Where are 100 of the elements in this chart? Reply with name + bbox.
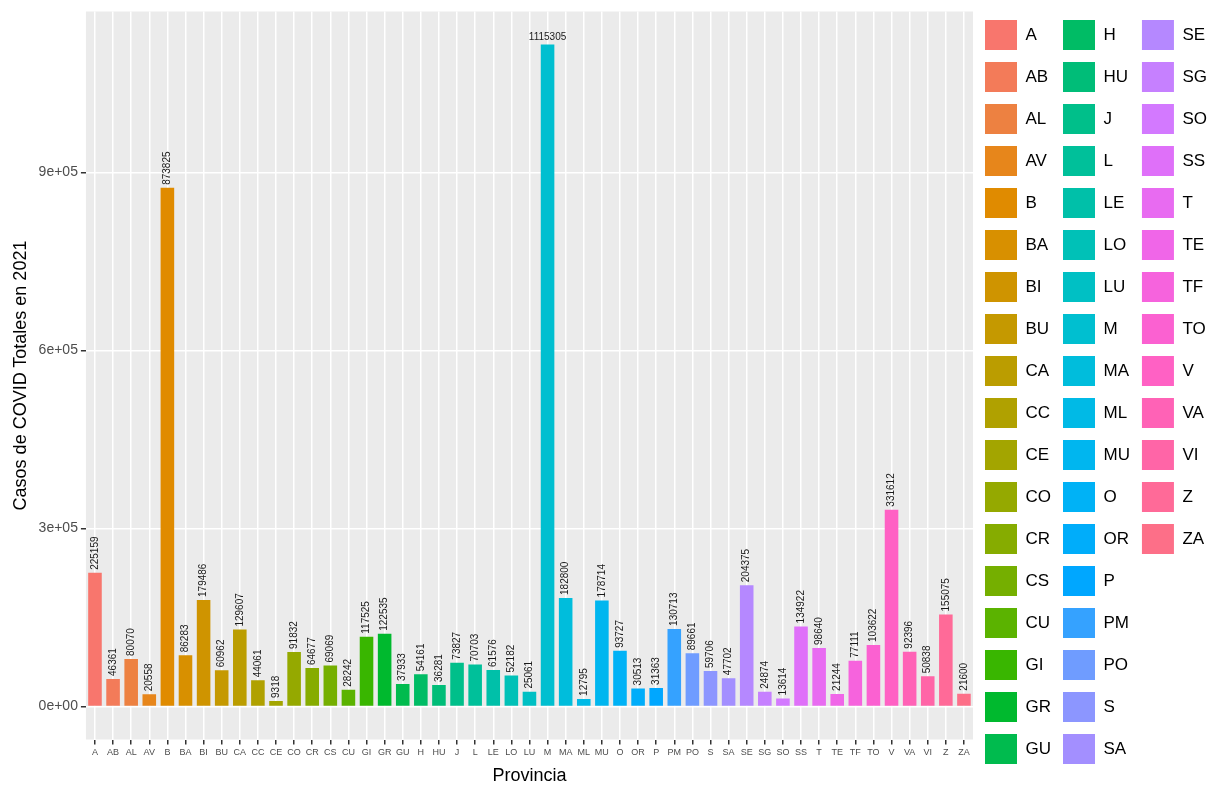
legend-label: PO: [1103, 654, 1129, 674]
x-tick-label: S: [707, 747, 714, 758]
x-tick-label: AV: [143, 747, 155, 758]
x-tick-label: L: [472, 747, 478, 758]
legend-label: P: [1103, 570, 1115, 590]
x-tick-label: LE: [487, 747, 499, 758]
data-label: 9318: [269, 675, 281, 698]
data-label: 13614: [776, 667, 788, 696]
data-label: 21600: [957, 662, 969, 691]
x-tick-label: GU: [395, 747, 410, 758]
x-tick-label: SO: [776, 747, 790, 758]
y-axis-title: Casos de COVID Totales en 2021: [9, 240, 30, 511]
x-tick-label: PO: [685, 747, 699, 758]
x-tick-label: T: [816, 747, 823, 758]
x-tick-label: H: [417, 747, 425, 758]
x-tick-label: VA: [903, 747, 916, 758]
data-label: 155075: [939, 577, 951, 612]
x-tick-label: Z: [943, 747, 950, 758]
x-tick-label: O: [616, 747, 624, 758]
legend-label: SO: [1182, 108, 1207, 128]
data-label: 50838: [921, 645, 933, 674]
legend-label: B: [1025, 192, 1037, 212]
x-tick-label: P: [653, 747, 660, 758]
y-tick-label: 6e+05: [38, 341, 79, 358]
legend-label: GI: [1025, 654, 1044, 674]
legend-label: M: [1103, 318, 1118, 338]
x-tick-label: TE: [831, 747, 843, 758]
data-label: 30513: [631, 657, 643, 686]
legend-label: MU: [1103, 444, 1130, 464]
data-label: 60962: [215, 639, 227, 668]
data-label: 69069: [324, 634, 336, 663]
legend-label: BU: [1025, 318, 1050, 338]
data-label: 12795: [577, 667, 589, 696]
data-label: 20558: [143, 663, 155, 692]
legend-label: MA: [1103, 360, 1130, 380]
data-label: 117525: [360, 600, 372, 634]
data-label: 59706: [704, 639, 716, 669]
legend-label: CU: [1025, 612, 1051, 632]
legend-label: BA: [1025, 234, 1049, 254]
legend-label: V: [1182, 360, 1195, 380]
legend-label: CC: [1025, 402, 1051, 422]
legend-label: LO: [1103, 234, 1127, 254]
legend-label: ML: [1103, 402, 1128, 422]
y-tick-label: 9e+05: [38, 163, 79, 180]
data-label: 77111: [849, 630, 861, 658]
legend-label: SS: [1182, 150, 1206, 170]
x-tick-label: VI: [923, 747, 932, 758]
legend-label: PM: [1103, 612, 1129, 632]
x-tick-label: AL: [125, 747, 137, 758]
data-label: 89661: [686, 622, 698, 651]
legend-label: S: [1103, 696, 1115, 716]
x-tick-label: B: [164, 747, 171, 758]
x-tick-label: CA: [233, 747, 247, 758]
data-label: 44061: [251, 649, 263, 678]
legend-label: LE: [1103, 192, 1125, 212]
x-tick-label: CU: [341, 747, 355, 758]
data-label: 130713: [668, 592, 680, 626]
legend-label: CS: [1025, 570, 1050, 590]
data-label: 64677: [305, 636, 317, 666]
legend-label: ZA: [1182, 528, 1205, 548]
data-label: 134922: [794, 589, 806, 624]
legend-label: J: [1103, 108, 1112, 128]
legend-label: H: [1103, 24, 1116, 44]
legend-label: TO: [1182, 318, 1206, 338]
data-label: 28242: [342, 658, 354, 687]
legend-label: T: [1182, 192, 1193, 212]
x-tick-label: GI: [361, 747, 372, 758]
legend-label: GR: [1025, 696, 1051, 716]
data-label: 47702: [722, 646, 734, 676]
x-tick-label: TF: [849, 747, 862, 758]
legend-label: CA: [1025, 360, 1050, 380]
data-label: 46361: [106, 647, 118, 676]
data-label: 182800: [559, 561, 571, 595]
data-label: 36281: [432, 653, 444, 682]
legend-label: VA: [1182, 402, 1205, 422]
data-label: 1115305: [528, 31, 567, 43]
data-label: 204375: [740, 548, 752, 583]
data-label: 225159: [88, 536, 100, 570]
x-tick-label: A: [91, 747, 98, 758]
data-label: 129607: [233, 592, 245, 627]
x-tick-label: SE: [740, 747, 753, 758]
x-tick-label: HU: [432, 747, 446, 758]
x-tick-label: BU: [215, 747, 228, 758]
data-label: 178714: [595, 563, 607, 598]
data-label: 80070: [124, 627, 136, 656]
data-label: 31363: [649, 656, 661, 685]
data-label: 92396: [903, 620, 915, 649]
data-label: 93727: [613, 619, 625, 648]
data-label: 91832: [287, 620, 299, 649]
x-tick-label: TO: [867, 747, 880, 758]
x-tick-label: ML: [577, 747, 591, 758]
legend-label: BI: [1025, 276, 1042, 296]
data-label: 179486: [197, 563, 209, 597]
legend-label: L: [1103, 150, 1113, 170]
legend-label: OR: [1103, 528, 1129, 548]
y-tick-label: 0e+00: [38, 697, 79, 714]
x-tick-label: OR: [631, 747, 646, 758]
data-label: 98640: [812, 616, 824, 645]
legend-label: VI: [1182, 444, 1199, 464]
x-tick-label: V: [888, 747, 895, 758]
